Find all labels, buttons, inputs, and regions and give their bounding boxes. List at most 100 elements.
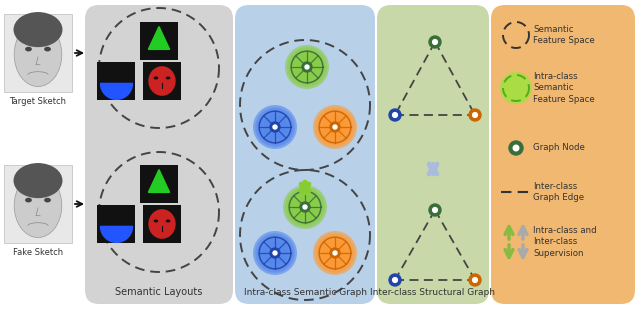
Circle shape	[333, 125, 337, 129]
Ellipse shape	[148, 209, 176, 239]
Circle shape	[328, 121, 342, 133]
Circle shape	[253, 105, 297, 149]
Polygon shape	[148, 170, 170, 193]
Circle shape	[300, 202, 310, 212]
Circle shape	[469, 109, 481, 121]
Circle shape	[506, 78, 525, 98]
Circle shape	[324, 116, 346, 138]
Circle shape	[270, 122, 280, 132]
Circle shape	[472, 112, 477, 117]
Circle shape	[270, 248, 280, 258]
Bar	[140, 165, 178, 203]
Circle shape	[268, 246, 282, 260]
Circle shape	[273, 125, 277, 129]
Circle shape	[266, 118, 284, 136]
Circle shape	[503, 75, 529, 101]
Circle shape	[333, 125, 337, 129]
Bar	[97, 62, 135, 100]
Circle shape	[313, 231, 357, 275]
Text: Semantic
Feature Space: Semantic Feature Space	[533, 25, 595, 45]
Circle shape	[505, 77, 527, 99]
Circle shape	[515, 87, 518, 90]
Circle shape	[433, 208, 437, 212]
Polygon shape	[148, 27, 170, 49]
Circle shape	[260, 238, 291, 269]
Circle shape	[294, 196, 316, 218]
Bar	[143, 62, 181, 100]
Ellipse shape	[13, 163, 63, 198]
Circle shape	[331, 123, 339, 131]
Circle shape	[266, 244, 284, 262]
Circle shape	[305, 65, 309, 69]
Ellipse shape	[44, 47, 51, 51]
Circle shape	[268, 121, 282, 133]
Circle shape	[255, 233, 295, 273]
Text: Target Sketch: Target Sketch	[10, 97, 67, 106]
Circle shape	[389, 109, 401, 121]
Text: Intra-class and
Inter-class
Supervision: Intra-class and Inter-class Supervision	[533, 226, 596, 258]
Circle shape	[392, 277, 397, 282]
Circle shape	[287, 189, 323, 225]
Text: Fake Sketch: Fake Sketch	[13, 248, 63, 257]
Text: Intra-class Semantic Graph: Intra-class Semantic Graph	[243, 288, 367, 297]
Circle shape	[429, 204, 441, 216]
Bar	[4, 165, 72, 243]
Circle shape	[326, 118, 344, 136]
Circle shape	[502, 74, 531, 102]
Ellipse shape	[154, 219, 158, 222]
Ellipse shape	[25, 47, 32, 51]
Circle shape	[255, 107, 295, 147]
Ellipse shape	[44, 198, 51, 202]
Circle shape	[298, 58, 316, 76]
Circle shape	[296, 198, 314, 216]
Circle shape	[315, 233, 355, 273]
Circle shape	[500, 72, 532, 104]
Circle shape	[315, 107, 355, 147]
Text: Inter-class Structural Graph: Inter-class Structural Graph	[371, 288, 495, 297]
Circle shape	[271, 249, 280, 257]
Circle shape	[283, 185, 327, 229]
Text: Inter-class
Graph Edge: Inter-class Graph Edge	[533, 182, 584, 202]
Circle shape	[289, 49, 324, 85]
FancyBboxPatch shape	[377, 5, 489, 304]
Circle shape	[333, 251, 337, 255]
Circle shape	[509, 141, 523, 155]
Bar	[143, 205, 181, 243]
Circle shape	[328, 246, 342, 260]
Circle shape	[285, 45, 329, 89]
Circle shape	[285, 187, 325, 227]
Circle shape	[300, 60, 314, 74]
Circle shape	[296, 56, 318, 78]
Circle shape	[433, 40, 437, 44]
Circle shape	[317, 235, 353, 271]
Circle shape	[511, 83, 521, 93]
Circle shape	[273, 251, 277, 255]
FancyBboxPatch shape	[491, 5, 635, 304]
Ellipse shape	[166, 76, 170, 79]
Circle shape	[302, 62, 312, 72]
Circle shape	[469, 274, 481, 286]
Circle shape	[509, 82, 522, 95]
Circle shape	[253, 231, 297, 275]
Circle shape	[264, 242, 286, 264]
Ellipse shape	[25, 198, 32, 202]
Circle shape	[513, 145, 519, 151]
Circle shape	[303, 205, 307, 209]
Circle shape	[330, 122, 340, 132]
Circle shape	[392, 112, 397, 117]
Ellipse shape	[148, 66, 176, 96]
Circle shape	[472, 277, 477, 282]
Circle shape	[389, 274, 401, 286]
Circle shape	[322, 240, 348, 266]
Circle shape	[324, 242, 346, 264]
Circle shape	[513, 85, 519, 91]
Circle shape	[313, 105, 357, 149]
Text: Intra-class
Semantic
Feature Space: Intra-class Semantic Feature Space	[533, 72, 595, 104]
Circle shape	[317, 109, 353, 145]
Ellipse shape	[154, 76, 158, 79]
Bar	[140, 22, 178, 60]
Bar	[97, 205, 135, 243]
Circle shape	[292, 194, 318, 220]
Circle shape	[271, 123, 280, 131]
Circle shape	[303, 205, 307, 209]
